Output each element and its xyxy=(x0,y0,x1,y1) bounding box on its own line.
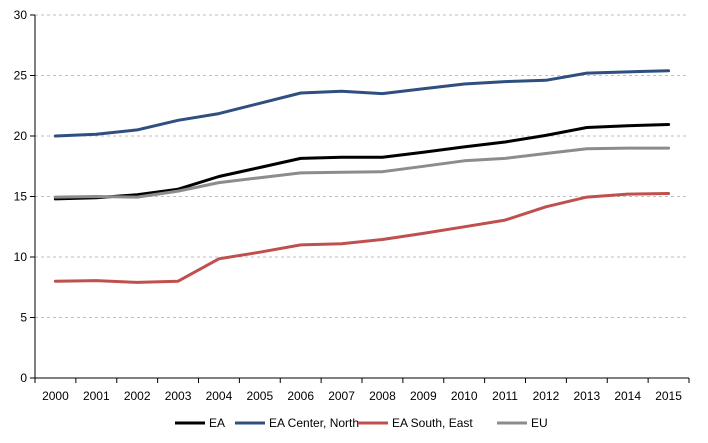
x-tick-label: 2006 xyxy=(287,389,314,403)
legend-label: EA South, East xyxy=(392,416,473,430)
y-tick-label: 20 xyxy=(14,129,28,143)
x-tick-label: 2004 xyxy=(206,389,233,403)
series-line-0 xyxy=(53,123,671,201)
series-line-2 xyxy=(53,192,671,284)
x-tick-label: 2013 xyxy=(573,389,600,403)
legend: EA EA Center, North EA South, East EU xyxy=(175,416,548,430)
x-tick-label: 2000 xyxy=(42,389,69,403)
gridlines xyxy=(35,14,689,318)
x-tick-label: 2010 xyxy=(451,389,478,403)
legend-label: EA xyxy=(209,416,225,430)
y-tick-label: 10 xyxy=(14,250,28,264)
y-tick-label: 30 xyxy=(14,8,28,22)
axes: 0 5 10 15 20 25 30 2000 2001 2002 2003 2004 2005 2006… xyxy=(14,8,690,403)
x-tick-label: 2003 xyxy=(165,389,192,403)
series-lines xyxy=(53,69,671,284)
y-tick-label: 25 xyxy=(14,69,28,83)
x-tick-label: 2005 xyxy=(246,389,273,403)
legend-label: EA Center, North xyxy=(269,416,359,430)
x-tick-label: 2002 xyxy=(124,389,151,403)
series-line-1 xyxy=(53,69,671,138)
x-tick-label: 2009 xyxy=(410,389,437,403)
series-line-3 xyxy=(53,146,671,199)
y-tick-label: 0 xyxy=(20,371,27,385)
y-tick-label: 5 xyxy=(20,311,27,325)
x-tick-label: 2015 xyxy=(655,389,682,403)
x-tick-label: 2001 xyxy=(83,389,110,403)
x-tick-label: 2011 xyxy=(492,389,518,403)
x-tick-label: 2007 xyxy=(328,389,355,403)
x-tick-label: 2008 xyxy=(369,389,396,403)
y-tick-label: 15 xyxy=(14,190,28,204)
legend-label: EU xyxy=(531,416,548,430)
x-tick-label: 2012 xyxy=(533,389,560,403)
x-tick-label: 2014 xyxy=(614,389,641,403)
